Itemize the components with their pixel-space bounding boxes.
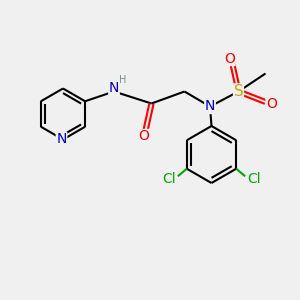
Text: N: N [109, 82, 119, 95]
Text: S: S [234, 84, 243, 99]
Text: H: H [119, 75, 126, 85]
Text: N: N [205, 100, 215, 113]
Text: Cl: Cl [163, 172, 176, 186]
Text: Cl: Cl [247, 172, 260, 186]
Text: O: O [266, 97, 277, 110]
Text: O: O [139, 130, 149, 143]
Text: N: N [56, 133, 67, 146]
Text: O: O [224, 52, 235, 65]
